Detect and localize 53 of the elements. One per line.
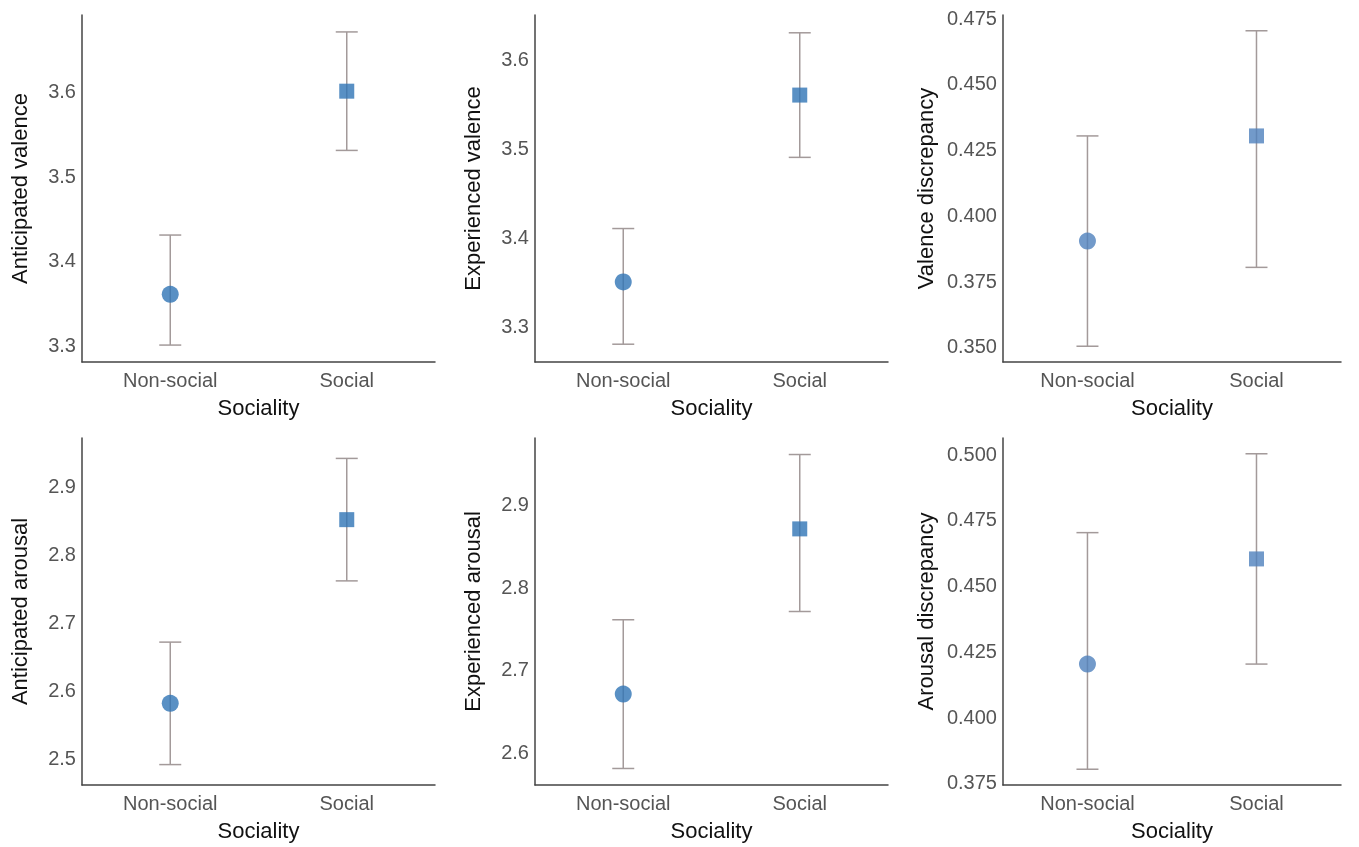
y-tick-label: 0.425: [946, 138, 997, 161]
y-tick-label: 0.375: [946, 269, 997, 292]
x-tick-label: Non-social: [1040, 792, 1135, 814]
y-tick-label: 2.7: [48, 610, 76, 633]
y-tick-label: 2.8: [48, 542, 76, 565]
y-axis-title: Anticipated valence: [6, 93, 32, 284]
y-axis-title: Arousal discrepancy: [912, 512, 938, 711]
x-tick-label: Social: [1229, 369, 1284, 391]
y-tick-label: 0.500: [946, 442, 997, 465]
y-tick-label: 2.9: [501, 493, 529, 516]
x-axis-title: Sociality: [217, 394, 300, 420]
y-tick-label: 3.4: [501, 226, 529, 249]
x-tick-label: Social: [319, 792, 374, 814]
x-axis-title: Sociality: [217, 817, 300, 843]
y-axis-title: Experienced arousal: [459, 511, 485, 712]
y-axis-title: Anticipated arousal: [6, 517, 32, 706]
y-tick-label: 0.475: [946, 508, 997, 531]
y-tick-label: 2.5: [48, 746, 76, 769]
y-tick-label: 0.425: [946, 639, 997, 662]
x-axis-title: Sociality: [1131, 817, 1213, 843]
y-tick-label: 2.6: [501, 740, 529, 763]
y-tick-label: 0.475: [946, 6, 997, 29]
y-tick-label: 3.3: [48, 334, 76, 357]
y-axis-title: Valence discrepancy: [912, 87, 938, 290]
x-tick-label: Non-social: [576, 369, 671, 391]
x-tick-label: Non-social: [123, 369, 218, 391]
y-tick-label: 3.5: [48, 164, 76, 187]
x-tick-label: Social: [772, 369, 827, 391]
y-tick-label: 2.7: [501, 658, 529, 681]
y-tick-label: 2.8: [501, 575, 529, 598]
x-axis-title: Sociality: [670, 394, 753, 420]
y-tick-label: 2.6: [48, 678, 76, 701]
x-tick-label: Social: [319, 369, 374, 391]
y-tick-label: 3.6: [501, 48, 529, 71]
y-tick-label: 0.450: [946, 72, 997, 95]
y-tick-label: 0.400: [946, 705, 997, 728]
y-tick-label: 2.9: [48, 474, 76, 497]
x-axis-title: Sociality: [1131, 394, 1213, 420]
y-tick-label: 3.3: [501, 315, 529, 338]
y-axis-title: Experienced valence: [459, 86, 485, 291]
x-tick-label: Non-social: [123, 792, 218, 814]
y-tick-label: 0.350: [946, 335, 997, 358]
y-tick-label: 0.400: [946, 203, 997, 226]
x-tick-label: Non-social: [1040, 369, 1135, 391]
y-tick-label: 3.4: [48, 249, 76, 272]
x-tick-label: Non-social: [576, 792, 671, 814]
y-tick-label: 3.5: [501, 137, 529, 160]
x-axis-title: Sociality: [670, 817, 753, 843]
y-tick-label: 0.450: [946, 574, 997, 597]
x-tick-label: Social: [772, 792, 827, 814]
y-tick-label: 3.6: [48, 80, 76, 103]
x-tick-label: Social: [1229, 792, 1284, 814]
y-tick-label: 0.375: [946, 771, 997, 794]
